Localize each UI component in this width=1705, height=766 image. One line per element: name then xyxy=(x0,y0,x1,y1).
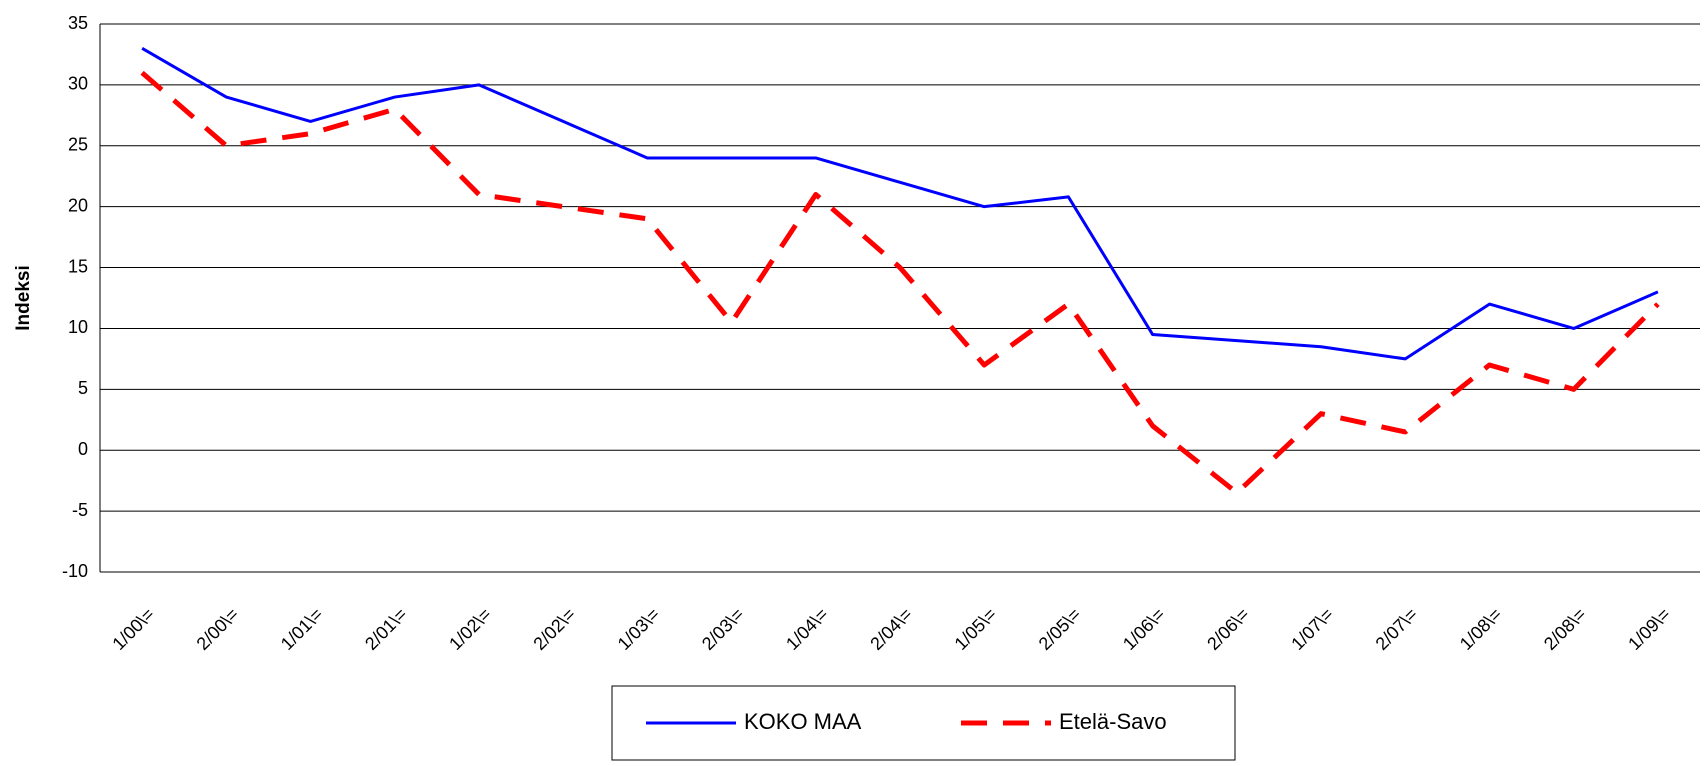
y-tick-label: 15 xyxy=(68,256,88,276)
x-tick-label: 1/00\= xyxy=(108,604,158,654)
x-tick-label: 2/06\= xyxy=(1203,604,1253,654)
x-tick-label: 1/07\= xyxy=(1287,604,1337,654)
y-tick-label: 5 xyxy=(78,378,88,398)
x-tick-label: 1/05\= xyxy=(951,604,1001,654)
x-tick-label: 1/06\= xyxy=(1119,604,1169,654)
x-tick-label: 2/05\= xyxy=(1035,604,1085,654)
y-tick-label: -10 xyxy=(62,561,88,581)
y-tick-label: 25 xyxy=(68,135,88,155)
x-tick-label: 2/01\= xyxy=(361,604,411,654)
x-tick-label: 2/03\= xyxy=(698,604,748,654)
x-tick-label: 2/07\= xyxy=(1372,604,1422,654)
y-tick-label: 0 xyxy=(78,439,88,459)
x-tick-label: 1/02\= xyxy=(445,604,495,654)
y-tick-label: -5 xyxy=(72,500,88,520)
y-tick-label: 30 xyxy=(68,74,88,94)
series-line xyxy=(140,70,1660,496)
x-tick-label: 1/03\= xyxy=(614,604,664,654)
legend-label: Etelä-Savo xyxy=(1059,709,1167,734)
y-tick-label: 35 xyxy=(68,13,88,33)
y-tick-label: 20 xyxy=(68,195,88,215)
x-tick-label: 2/08\= xyxy=(1540,604,1590,654)
x-tick-label: 1/04\= xyxy=(782,604,832,654)
x-tick-label: 1/09\= xyxy=(1624,604,1674,654)
x-tick-label: 2/02\= xyxy=(529,604,579,654)
y-tick-label: 10 xyxy=(68,317,88,337)
y-axis-label: Indeksi xyxy=(13,265,34,330)
x-tick-label: 1/08\= xyxy=(1456,604,1506,654)
legend-label: KOKO MAA xyxy=(744,709,862,734)
x-tick-label: 2/00\= xyxy=(193,604,243,654)
series-line xyxy=(141,47,1659,361)
x-tick-label: 1/01\= xyxy=(277,604,327,654)
x-tick-label: 2/04\= xyxy=(866,604,916,654)
